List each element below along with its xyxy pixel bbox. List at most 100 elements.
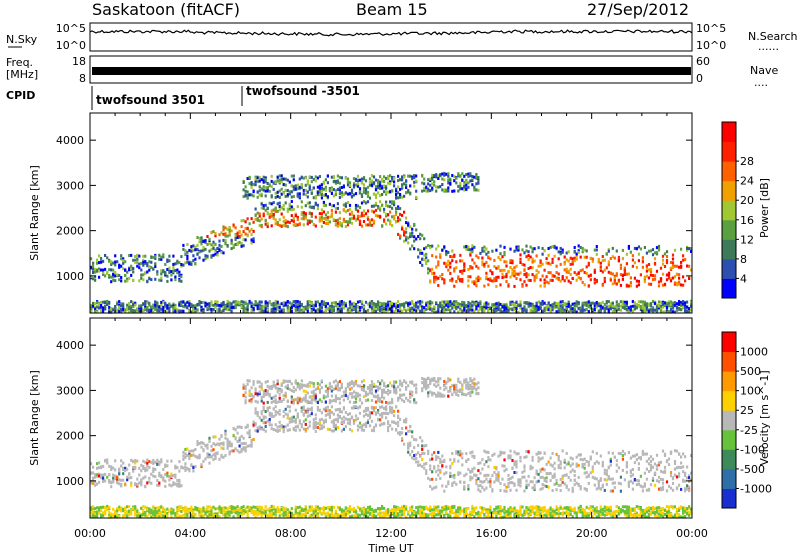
heatmap-cell: [304, 394, 307, 398]
heatmap-cell: [431, 173, 434, 177]
heatmap-cell: [162, 468, 165, 471]
heatmap-cell: [266, 206, 269, 210]
heatmap-cell: [667, 302, 671, 306]
heatmap-cell: [326, 389, 329, 393]
heatmap-cell: [421, 233, 424, 237]
heatmap-cell: [286, 189, 289, 193]
heatmap-cell: [250, 241, 253, 245]
heatmap-cell: [441, 177, 444, 181]
noise-trace: [89, 29, 693, 37]
heatmap-cell: [274, 191, 277, 195]
heatmap-cell: [222, 509, 225, 513]
heatmap-cell: [413, 184, 416, 188]
heatmap-cell: [94, 473, 97, 477]
heatmap-cell: [318, 427, 321, 431]
heatmap-cell: [435, 265, 438, 269]
heatmap-cell: [613, 279, 616, 282]
heatmap-cell: [383, 302, 386, 306]
heatmap-cell: [505, 275, 508, 279]
heatmap-cell: [621, 257, 624, 261]
heatmap-cell: [455, 306, 458, 310]
heatmap-cell: [290, 416, 293, 420]
heatmap-cell: [531, 266, 534, 270]
heatmap-cell: [106, 300, 109, 304]
heatmap-cell: [278, 514, 281, 518]
heatmap-cell: [587, 300, 590, 304]
heatmap-cell: [501, 310, 504, 314]
heatmap-cell: [686, 309, 689, 313]
cpid-segment-0: twofsound 3501: [96, 93, 205, 107]
heatmap-cell: [214, 232, 217, 236]
heatmap-cell: [264, 304, 267, 308]
heatmap-cell: [673, 303, 677, 307]
heatmap-cell: [419, 249, 422, 252]
heatmap-cell: [164, 272, 167, 275]
heatmap-cell: [356, 184, 360, 188]
heatmap-cell: [595, 278, 598, 282]
heatmap-cell: [236, 515, 239, 519]
heatmap-cell: [543, 249, 546, 253]
heatmap-cell: [485, 252, 488, 256]
heatmap-cell: [202, 308, 205, 312]
heatmap-cell: [158, 309, 161, 313]
heatmap-cell: [304, 505, 307, 509]
heatmap-cell: [230, 510, 233, 514]
heatmap-cell: [244, 238, 247, 242]
heatmap-cell: [379, 183, 382, 187]
heatmap-cell: [250, 185, 253, 189]
heatmap-cell: [407, 189, 410, 192]
heatmap-cell: [338, 192, 341, 196]
heatmap-cell: [216, 512, 219, 516]
heatmap-cell: [475, 302, 478, 306]
heatmap-cell: [393, 176, 396, 180]
heatmap-cell: [292, 174, 295, 178]
heatmap-cell: [136, 264, 139, 268]
heatmap-cell: [290, 306, 293, 310]
heatmap-cell: [577, 302, 580, 306]
heatmap-cell: [637, 252, 640, 256]
heatmap-cell: [222, 232, 225, 236]
heatmap-cell: [184, 455, 187, 459]
heatmap-cell: [224, 226, 227, 230]
heatmap-cell: [300, 310, 303, 314]
heatmap-cell: [170, 472, 173, 476]
heatmap-cell: [92, 304, 95, 308]
heatmap-cell: [102, 300, 105, 304]
heatmap-cell: [314, 300, 317, 304]
heatmap-cell: [134, 467, 137, 471]
heatmap-cell: [459, 181, 462, 185]
heatmap-cell: [90, 265, 93, 269]
heatmap-cell: [122, 472, 125, 476]
heatmap-cell: [240, 513, 243, 517]
heatmap-cell: [653, 251, 657, 255]
heatmap-cell: [320, 300, 323, 304]
heatmap-cell: [286, 416, 289, 420]
heatmap-cell: [94, 307, 97, 311]
heatmap-cell: [587, 284, 590, 288]
heatmap-cell: [421, 181, 424, 185]
heatmap-cell: [228, 452, 231, 456]
heatmap-cell: [324, 222, 327, 225]
heatmap-cell: [312, 223, 315, 226]
heatmap-cell: [270, 385, 273, 389]
heatmap-cell: [425, 189, 428, 193]
heatmap-cell: [415, 189, 418, 193]
heatmap-cell: [150, 460, 153, 464]
heatmap-cell: [459, 303, 462, 307]
heatmap-cell: [316, 300, 319, 304]
heatmap-cell: [278, 303, 281, 307]
heatmap-cell: [607, 310, 610, 314]
velocity-heatmap-cells: [90, 376, 693, 519]
heatmap-cell: [296, 506, 299, 510]
heatmap-cell: [128, 302, 131, 305]
heatmap-cell: [284, 425, 287, 429]
heatmap-cell: [148, 507, 151, 511]
heatmap-cell: [238, 425, 241, 429]
heatmap-cell: [234, 447, 237, 451]
heatmap-cell: [338, 223, 341, 227]
heatmap-cell: [284, 183, 287, 187]
heatmap-cell: [192, 512, 195, 516]
heatmap-cell: [266, 400, 269, 404]
heatmap-cell: [150, 278, 153, 282]
heatmap-cell: [649, 304, 653, 308]
